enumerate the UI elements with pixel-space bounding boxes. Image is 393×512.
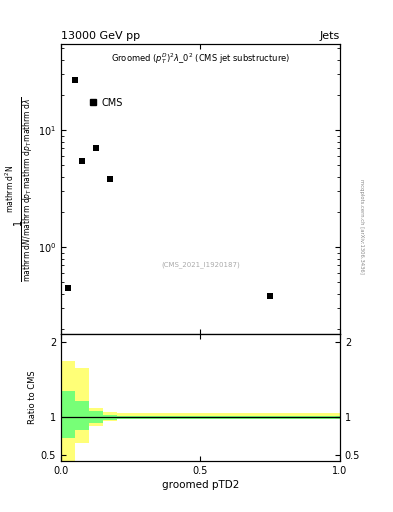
Text: CMS: CMS [101,98,123,108]
Text: Jets: Jets [320,31,340,41]
Point [72,76,78,84]
Text: mcqplots.cern.ch [arXiv:1306.3436]: mcqplots.cern.ch [arXiv:1306.3436] [359,179,364,274]
Text: 13000 GeV pp: 13000 GeV pp [61,31,140,41]
Point [65,284,71,292]
Text: Groomed $(p_T^D)^2\lambda\_0^2$ (CMS jet substructure): Groomed $(p_T^D)^2\lambda\_0^2$ (CMS jet… [111,51,290,66]
Point [267,292,274,301]
Point [79,157,85,165]
Y-axis label: mathrm d$^2$N
$\overline{\mathrm{mathrm\ d}N/\mathrm{mathrm\ d}p_T\,\mathrm{math: mathrm d$^2$N $\overline{\mathrm{mathrm\… [3,96,35,282]
Text: (CMS_2021_I1920187): (CMS_2021_I1920187) [161,261,240,268]
X-axis label: groomed pTD2: groomed pTD2 [162,480,239,490]
Point [93,144,99,153]
Point [107,175,113,183]
Y-axis label: Ratio to CMS: Ratio to CMS [28,371,37,424]
Text: 1: 1 [13,219,23,224]
